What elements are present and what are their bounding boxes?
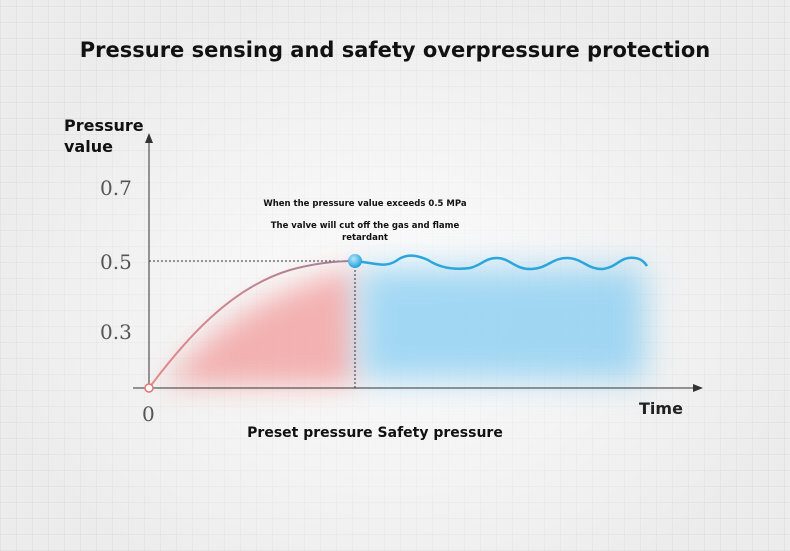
y-tick-0-7: 0.7: [100, 176, 132, 200]
preset-pressure-area: [165, 268, 355, 385]
threshold-marker: [348, 254, 362, 268]
y-axis-arrow: [145, 133, 153, 143]
safety-pressure-line: [354, 254, 649, 271]
chart-caption: Preset pressure Safety pressure: [247, 425, 503, 441]
annotation-threshold: When the pressure value exceeds 0.5 MPa: [263, 199, 467, 209]
x-axis-arrow: [693, 384, 703, 392]
y-axis-label: Pressure value: [64, 116, 144, 156]
preset-pressure-line: [148, 260, 356, 389]
y-tick-0-5: 0.5: [100, 250, 132, 274]
y-tick-0-3: 0.3: [100, 320, 132, 344]
origin-marker: [144, 383, 154, 393]
origin-label: 0: [142, 402, 155, 426]
chart-title: Pressure sensing and safety overpressure…: [79, 38, 711, 62]
safety-pressure-area: [360, 268, 645, 380]
annotation-valve: The valve will cut off the gas and flame…: [270, 221, 460, 243]
x-axis-label: Time: [639, 399, 683, 418]
